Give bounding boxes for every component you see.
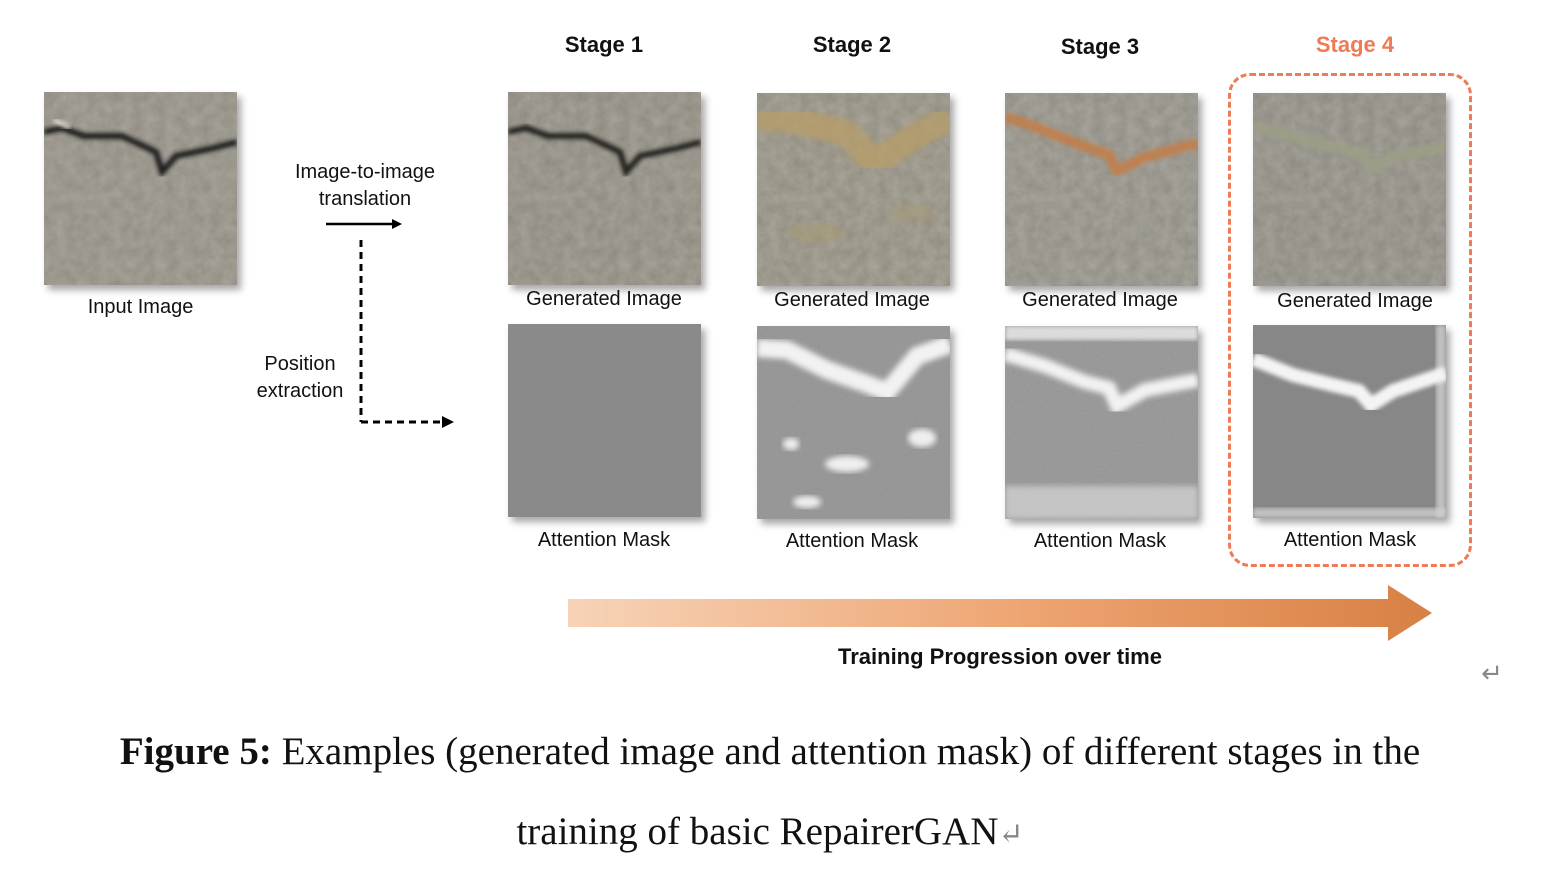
stage-4-mask-caption: Attention Mask (1283, 529, 1417, 551)
stage-4-generated-image (1253, 93, 1446, 286)
stage-2-generated-caption: Generated Image (774, 289, 930, 311)
figure-caption-prefix: Figure 5: (119, 730, 272, 773)
stage-1-mask-caption: Attention Mask (537, 529, 671, 551)
figure-caption: Figure 5: Examples (generated image and … (30, 712, 1510, 875)
figure-caption-return-mark: ↵ (998, 818, 1024, 851)
stage-4-attention-mask (1253, 325, 1446, 518)
stage-1-attention-mask (508, 324, 701, 517)
stage-2-attention-mask (757, 326, 950, 519)
input-image (44, 92, 237, 285)
stage-1-generated-image (508, 92, 701, 285)
figure-caption-line1: Figure 5: Examples (generated image and … (30, 712, 1510, 792)
stage-2-title: Stage 2 (812, 32, 892, 57)
position-label-line2: extraction (256, 380, 344, 402)
stage-1-generated-caption: Generated Image (526, 288, 682, 310)
translation-arrow (326, 219, 402, 229)
training-progression-arrow (568, 585, 1432, 641)
stage-3-mask-caption: Attention Mask (1033, 530, 1167, 552)
stage-2-generated-image (757, 93, 950, 286)
figure-caption-line2: training of basic RepairerGAN↵ (30, 792, 1510, 875)
stage-4-title: Stage 4 (1315, 32, 1395, 57)
translation-label-line1: Image-to-image (294, 161, 436, 183)
input-image-caption: Input Image (87, 296, 194, 318)
stage-3-generated-image (1005, 93, 1198, 286)
position-extraction-arrow (359, 240, 454, 428)
stage-3-title: Stage 3 (1060, 34, 1140, 59)
figure-caption-line2-text: training of basic RepairerGAN (516, 810, 999, 853)
position-label-line1: Position (264, 353, 336, 375)
stage-2-mask-caption: Attention Mask (785, 530, 919, 552)
stage-3-attention-mask (1005, 326, 1198, 519)
stage-3-generated-caption: Generated Image (1022, 289, 1178, 311)
training-progression-label: Training Progression over time (838, 644, 1162, 669)
stage-4-generated-caption: Generated Image (1277, 290, 1433, 312)
paragraph-return-mark: ↵ (1481, 658, 1503, 688)
translation-label-line2: translation (318, 188, 412, 210)
stage-1-title: Stage 1 (564, 32, 644, 57)
figure-caption-line1-text: Examples (generated image and attention … (271, 730, 1421, 773)
stage-4-highlight-box (1228, 73, 1472, 567)
